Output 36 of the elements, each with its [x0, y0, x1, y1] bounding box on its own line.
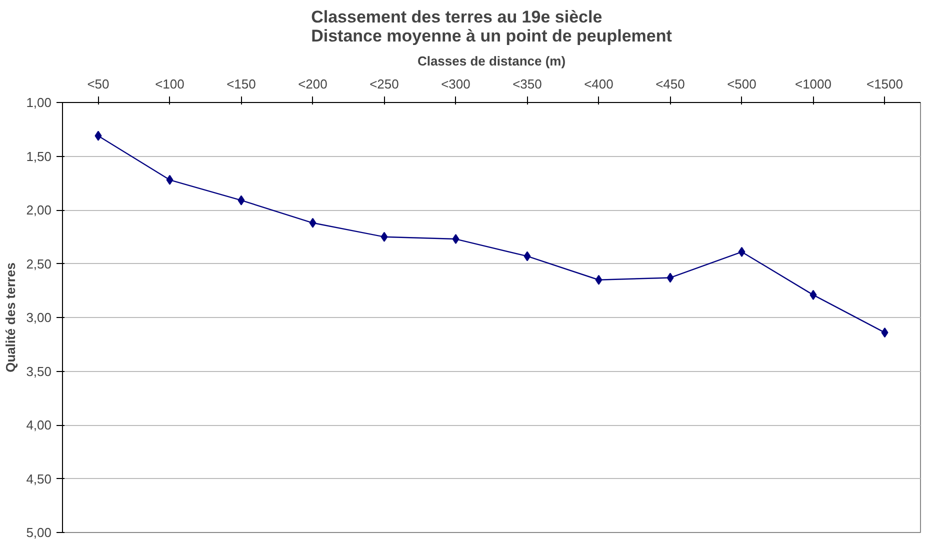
x-tick-label: <250 — [370, 76, 399, 92]
y-tick-label: 1,00 — [26, 95, 52, 110]
x-tick-label: <350 — [512, 76, 542, 92]
x-tick-label: <500 — [727, 76, 756, 92]
y-tick-label: 5,00 — [26, 525, 52, 540]
x-tick-label: <450 — [656, 76, 685, 92]
x-tick-label: <1500 — [866, 76, 904, 92]
point — [738, 246, 746, 257]
point — [94, 130, 102, 141]
point — [666, 272, 674, 283]
point — [166, 174, 174, 185]
y-tick-label: 3,50 — [26, 364, 52, 379]
point — [881, 328, 888, 338]
chart-title: Classement des terres au 19e siècle Distance moyenne à un point de peuplement — [311, 8, 672, 46]
y-tick-label: 2,00 — [26, 202, 52, 218]
point — [238, 195, 245, 206]
point — [452, 234, 460, 244]
y-tick-label: 4,00 — [26, 418, 52, 432]
x-tick-label: <300 — [441, 76, 470, 92]
y-tick-label: 4,50 — [26, 471, 52, 486]
point — [380, 232, 388, 242]
x-tick-label: <200 — [298, 76, 328, 92]
y-tick-label: 1,50 — [26, 148, 52, 164]
x-axis-title: Classes de distance (m) — [417, 54, 566, 68]
x-tick-label: <400 — [584, 76, 614, 92]
point — [309, 218, 316, 228]
point — [810, 290, 817, 300]
y-tick-label: 2,50 — [26, 256, 52, 272]
point — [524, 251, 531, 262]
y-axis-title: Qualité des terres — [3, 262, 18, 372]
x-tick-label: <100 — [155, 76, 184, 92]
y-tick-label: 3,00 — [26, 310, 52, 325]
x-tick-label: <1000 — [794, 76, 832, 92]
point — [595, 274, 602, 285]
x-tick-label: <150 — [226, 76, 256, 92]
x-tick-label: <50 — [87, 76, 110, 92]
